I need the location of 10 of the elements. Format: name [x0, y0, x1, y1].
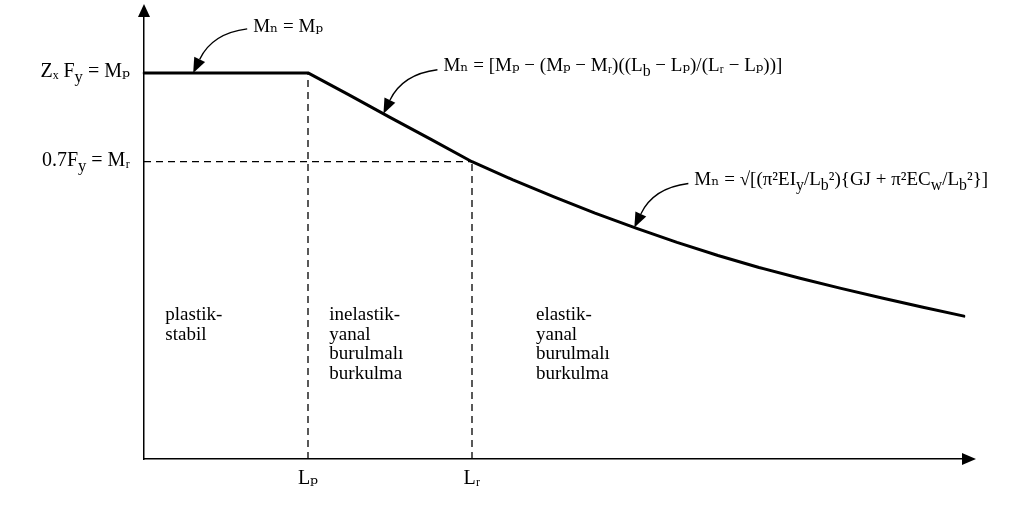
ref-line-label: 0.7F$_{y}$ = Mᵣ — [41, 148, 130, 176]
annotation: Mₙ = [Mₚ − (Mₚ − Mᵣ)((L$_{b}$ − Lₚ)/(Lᵣ − Lₚ))] — [443, 53, 783, 79]
text: Zₓ F$_{y}$ = Mₚ — [40, 59, 130, 87]
annotation: elastik-yanal burulmalı burkulma — [535, 302, 610, 384]
x-tick-label: Lₚ — [297, 466, 319, 489]
annotation: plastik-stabil — [165, 302, 223, 344]
annotation: inelastik-yanal burulmalı burkulma — [329, 302, 404, 384]
text: Mₙ = √[(π²EI$_{y}$/L$_{b}$²){GJ + π²EC$_{w}$/L$_{b}$²}] — [694, 167, 989, 193]
text: Mₙ = Mₚ — [253, 14, 324, 37]
x-tick-label: Lᵣ — [463, 466, 481, 489]
